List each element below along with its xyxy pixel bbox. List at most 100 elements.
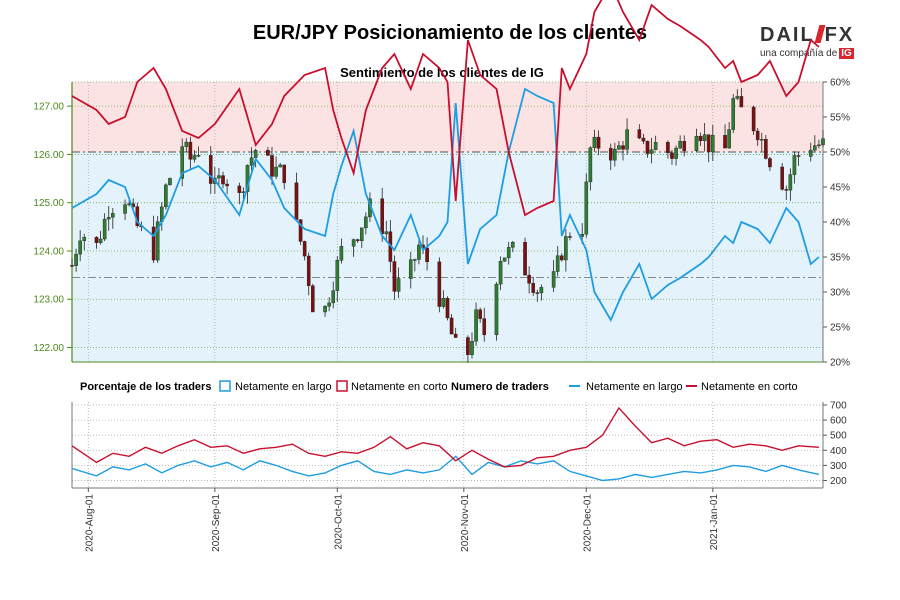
candle-body (706, 134, 711, 153)
candle-body (568, 236, 572, 238)
candle-body (180, 146, 185, 179)
candle-body (111, 213, 115, 218)
candle-body (359, 227, 364, 241)
candle-body (282, 164, 287, 184)
pct-tick-label: 35% (830, 253, 850, 264)
candle-body (217, 175, 221, 179)
candle-body (168, 178, 172, 186)
candle-body (351, 239, 356, 247)
candle-body (335, 260, 340, 291)
x-tick-label: 2020-Aug-01 (84, 494, 95, 552)
pct-tick-label: 40% (830, 218, 850, 229)
candle-body (608, 148, 613, 161)
pct-tick-label: 55% (830, 113, 850, 124)
candle-body (780, 166, 784, 190)
long-zone-bg (72, 152, 823, 362)
candle-body (453, 333, 458, 338)
candle-body (723, 135, 727, 149)
candle-body (621, 145, 625, 150)
candle-body (445, 298, 450, 319)
x-tick-label: 2020-Nov-01 (460, 494, 471, 552)
candle-body (592, 136, 597, 148)
candle-body (666, 142, 670, 154)
candle-body (123, 204, 127, 214)
candle-body (396, 278, 401, 292)
candle-body (94, 237, 99, 243)
candle-body (637, 129, 642, 139)
candle-body (817, 144, 821, 147)
candle-body (98, 238, 103, 243)
candle-body (559, 255, 564, 261)
traders-long-line (71, 455, 820, 482)
legend-right-short: Netamente en corto (701, 381, 798, 393)
candle-body (106, 217, 111, 220)
candle-body (151, 226, 156, 261)
candle-body (584, 181, 589, 235)
logo-tagline: una compañía de (760, 48, 838, 59)
candle-body (682, 141, 687, 151)
candle-body (474, 309, 478, 342)
candle-body (751, 106, 756, 132)
candle-body (813, 145, 817, 151)
legend-short-swatch (336, 380, 348, 392)
candle-body (188, 141, 193, 160)
chart-title: EUR/JPY Posicionamiento de los clientes (252, 22, 648, 44)
candle-body (413, 259, 417, 261)
x-tick-label: 2021-Jan-01 (709, 494, 720, 551)
price-panel: 122.00 123.00 124.00 125.00 126.00 127.00 20% 2… (33, 0, 850, 369)
traders-tick-label: 500 (830, 431, 847, 442)
x-tick-label: 2020-Sep-01 (211, 494, 222, 552)
candle-body (502, 257, 507, 262)
candle-body (425, 247, 429, 263)
candle-body (808, 149, 813, 157)
candle-body (506, 247, 511, 259)
candle-body (755, 130, 760, 141)
candle-body (535, 292, 540, 294)
candle-body (494, 283, 499, 336)
candle-body (208, 155, 213, 184)
logo-brand-left: DAIL (760, 24, 815, 46)
candle-body (678, 141, 682, 149)
candle-body (523, 242, 527, 276)
candle-body (710, 135, 715, 153)
x-axis: 2020-Aug-01 2020-Sep-01 2020-Oct-01 2020-No… (84, 488, 720, 552)
traders-tick-label: 600 (830, 416, 847, 427)
traders-tick-label: 700 (830, 401, 847, 412)
candle-body (641, 137, 646, 142)
candle-body (331, 290, 336, 304)
candle-body (70, 265, 74, 267)
candle-body (441, 298, 446, 307)
price-tick-label: 122.00 (33, 343, 64, 354)
candle-body (768, 158, 772, 168)
candle-body (498, 261, 503, 285)
price-tick-label: 123.00 (33, 295, 64, 306)
candle-body (74, 253, 78, 266)
candle-body (613, 148, 617, 161)
candle-body (735, 96, 740, 99)
candle-body (184, 141, 189, 147)
candle-body (392, 261, 397, 292)
pct-tick-label: 50% (830, 148, 850, 159)
legend-right-title: Numero de traders (451, 381, 549, 393)
candle-body (249, 157, 254, 166)
candle-body (437, 261, 442, 307)
candle-body (225, 183, 229, 187)
candle-body (82, 237, 87, 242)
candle-body (759, 139, 764, 141)
candle-body (355, 239, 360, 241)
pct-tick-label: 45% (830, 183, 850, 194)
pct-tick-label: 30% (830, 288, 850, 299)
candle-body (821, 138, 825, 146)
pct-tick-label: 25% (830, 323, 850, 334)
candle-body (192, 155, 197, 160)
candle-body (102, 218, 107, 240)
candle-body (408, 259, 413, 279)
legend-left-short: Netamente en corto (351, 381, 448, 393)
pct-tick-label: 60% (830, 78, 850, 89)
legend: Porcentaje de los traders Netamente en la… (80, 380, 798, 393)
candle-body (625, 129, 629, 150)
candle-body (155, 221, 160, 261)
candle-body (298, 219, 303, 242)
candle-body (784, 189, 789, 191)
legend-left-long: Netamente en largo (235, 381, 332, 393)
